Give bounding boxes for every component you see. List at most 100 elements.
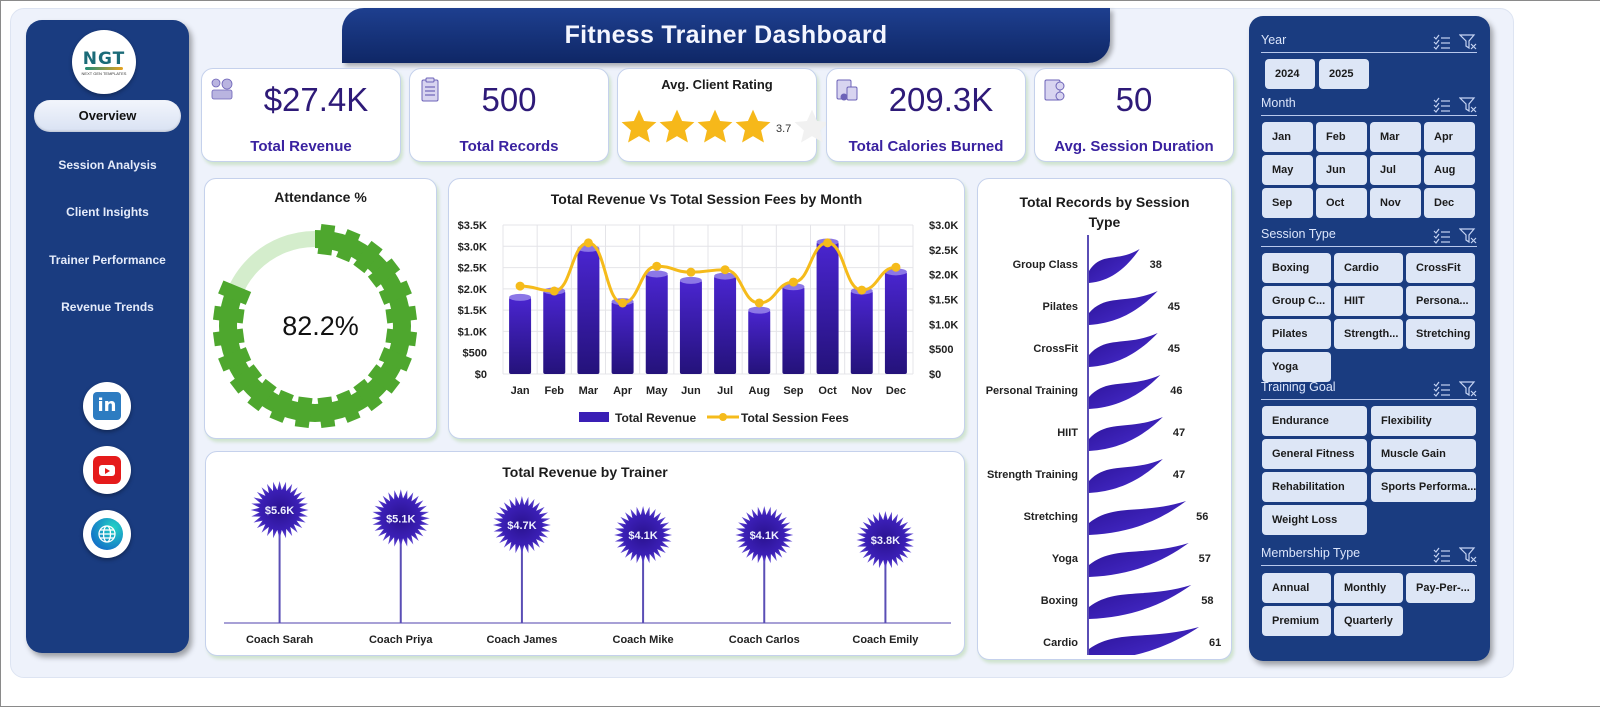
page-title: Fitness Trainer Dashboard (564, 21, 888, 49)
filter-chip-membership-type[interactable]: Pay-Per-... (1406, 573, 1475, 603)
filter-chip-membership-type[interactable]: Quarterly (1334, 606, 1403, 636)
filter-membership-type-header: Membership Type (1261, 546, 1477, 566)
filter-chip-month[interactable]: Aug (1424, 155, 1475, 185)
filter-chip-session-type[interactable]: Strength... (1334, 319, 1403, 349)
filter-chip-month[interactable]: Feb (1316, 122, 1367, 152)
filter-chip-session-type[interactable]: HIIT (1334, 286, 1403, 316)
svg-text:$1.0K: $1.0K (458, 326, 487, 338)
revenue-vs-fees-chart: Total Revenue Vs Total Session Fees by M… (448, 178, 965, 439)
filter-chip-month[interactable]: Jun (1316, 155, 1367, 185)
filter-chip-session-type[interactable]: Pilates (1262, 319, 1331, 349)
multi-select-icon[interactable] (1433, 34, 1451, 50)
svg-text:$3.8K: $3.8K (871, 535, 900, 547)
svg-text:Jun: Jun (681, 385, 701, 397)
logo-swoosh (85, 66, 123, 70)
nav-overview[interactable]: Overview (34, 100, 181, 132)
filter-chip-session-type[interactable]: Group C... (1262, 286, 1331, 316)
attendance-card: Attendance % 82.2% (204, 178, 437, 439)
filter-chip-month[interactable]: Oct (1316, 188, 1367, 218)
nav-session-analysis[interactable]: Session Analysis (58, 158, 157, 172)
filter-chip-year[interactable]: 2024 (1265, 59, 1315, 89)
filter-chip-month[interactable]: Apr (1424, 122, 1475, 152)
kpi-total-calories: 209.3K Total Calories Burned (826, 68, 1026, 162)
filter-chip-session-type[interactable]: Cardio (1334, 253, 1403, 283)
filter-chip-training-goal[interactable]: Rehabilitation (1262, 472, 1367, 502)
filter-chip-training-goal[interactable]: Flexibility (1371, 406, 1476, 436)
star-rating: 3.7 (620, 107, 831, 147)
svg-text:$1.0K: $1.0K (929, 319, 958, 331)
filter-chip-training-goal[interactable]: General Fitness (1262, 439, 1367, 469)
filter-chip-month[interactable]: Sep (1262, 188, 1313, 218)
filter-chip-month[interactable]: Mar (1370, 122, 1421, 152)
revenue-by-trainer-chart: Total Revenue by Trainer $5.6K Coach Sara… (205, 451, 965, 656)
multi-select-icon[interactable] (1433, 228, 1451, 244)
svg-text:Total Revenue: Total Revenue (615, 411, 696, 425)
svg-text:$0: $0 (929, 369, 941, 381)
kpi-value: 500 (481, 81, 537, 118)
svg-text:Boxing: Boxing (1041, 595, 1078, 607)
filter-chip-training-goal[interactable]: Weight Loss (1262, 505, 1367, 535)
filter-chip-training-goal[interactable]: Sports Performa... (1371, 472, 1476, 502)
combo-chart: $0 $500 $1.0K $1.5K $2.0K $2.5K $3.0K $3.5K $0 $5… (458, 220, 959, 425)
svg-text:$4.7K: $4.7K (507, 520, 536, 532)
svg-text:$1.5K: $1.5K (929, 295, 958, 307)
nav-revenue-trends[interactable]: Revenue Trends (61, 300, 154, 314)
filter-chip-training-goal[interactable]: Muscle Gain (1371, 439, 1476, 469)
nav-trainer-performance[interactable]: Trainer Performance (49, 253, 166, 267)
filter-training-goal-header: Training Goal (1261, 380, 1477, 400)
globe-icon (91, 518, 123, 550)
svg-text:$1.5K: $1.5K (458, 305, 487, 317)
title-banner: Fitness Trainer Dashboard (342, 8, 1110, 63)
filter-chip-session-type[interactable]: Yoga (1262, 352, 1331, 382)
filter-chip-session-type[interactable]: Stretching (1406, 319, 1475, 349)
linkedin-button[interactable]: in (83, 382, 131, 430)
lollipop-chart: $5.6K Coach Sarah $5.1K Coach Priya $4.7K Coa… (224, 481, 951, 646)
filter-chip-month[interactable]: Jul (1370, 155, 1421, 185)
svg-text:$3.5K: $3.5K (458, 220, 487, 232)
filter-chip-month[interactable]: May (1262, 155, 1313, 185)
filter-chip-session-type[interactable]: Boxing (1262, 253, 1331, 283)
filter-chip-membership-type[interactable]: Annual (1262, 573, 1331, 603)
svg-text:47: 47 (1173, 427, 1185, 439)
filter-chip-month[interactable]: Jan (1262, 122, 1313, 152)
svg-text:Strength Training: Strength Training (987, 469, 1078, 481)
svg-text:$5.6K: $5.6K (265, 505, 294, 517)
clear-filter-icon[interactable] (1459, 34, 1477, 50)
svg-text:45: 45 (1168, 343, 1180, 355)
svg-text:Coach Emily: Coach Emily (852, 634, 919, 646)
kpi-label: Avg. Client Rating (661, 77, 773, 92)
clear-filter-icon[interactable] (1459, 381, 1477, 397)
star-empty-icon (794, 109, 830, 143)
clear-filter-icon[interactable] (1459, 97, 1477, 113)
clear-filter-icon[interactable] (1459, 547, 1477, 563)
filter-chip-session-type[interactable]: CrossFit (1406, 253, 1475, 283)
youtube-button[interactable] (83, 446, 131, 494)
filter-chip-membership-type[interactable]: Monthly (1334, 573, 1403, 603)
filter-chip-month[interactable]: Nov (1370, 188, 1421, 218)
nav-client-insights[interactable]: Client Insights (66, 205, 149, 219)
chart-title: Total Revenue by Trainer (502, 464, 668, 480)
svg-text:Group Class: Group Class (1013, 259, 1078, 271)
clear-filter-icon[interactable] (1459, 228, 1477, 244)
kpi-avg-client-rating: Avg. Client Rating 3.7 (617, 68, 830, 162)
kpi-avg-session-duration: 50 Avg. Session Duration (1034, 68, 1234, 162)
svg-text:Jan: Jan (511, 385, 530, 397)
multi-select-icon[interactable] (1433, 547, 1451, 563)
filter-chip-session-type[interactable]: Persona... (1406, 286, 1475, 316)
svg-text:Coach Priya: Coach Priya (369, 634, 433, 646)
filter-label: Training Goal (1261, 380, 1336, 394)
attendance-gauge (212, 223, 418, 429)
kpi-value: 50 (1115, 81, 1153, 118)
kpi-label: Total Calories Burned (848, 138, 1004, 155)
filter-chip-year[interactable]: 2025 (1319, 59, 1369, 89)
multi-select-icon[interactable] (1433, 381, 1451, 397)
filter-chip-training-goal[interactable]: Endurance (1262, 406, 1367, 436)
filter-chip-membership-type[interactable]: Premium (1262, 606, 1331, 636)
website-button[interactable] (83, 510, 131, 558)
filter-chip-month[interactable]: Dec (1424, 188, 1475, 218)
filter-label: Session Type (1261, 227, 1336, 241)
svg-text:56: 56 (1196, 511, 1208, 523)
chart-title: Attendance % (274, 189, 367, 205)
svg-text:$2.5K: $2.5K (929, 245, 958, 257)
multi-select-icon[interactable] (1433, 97, 1451, 113)
